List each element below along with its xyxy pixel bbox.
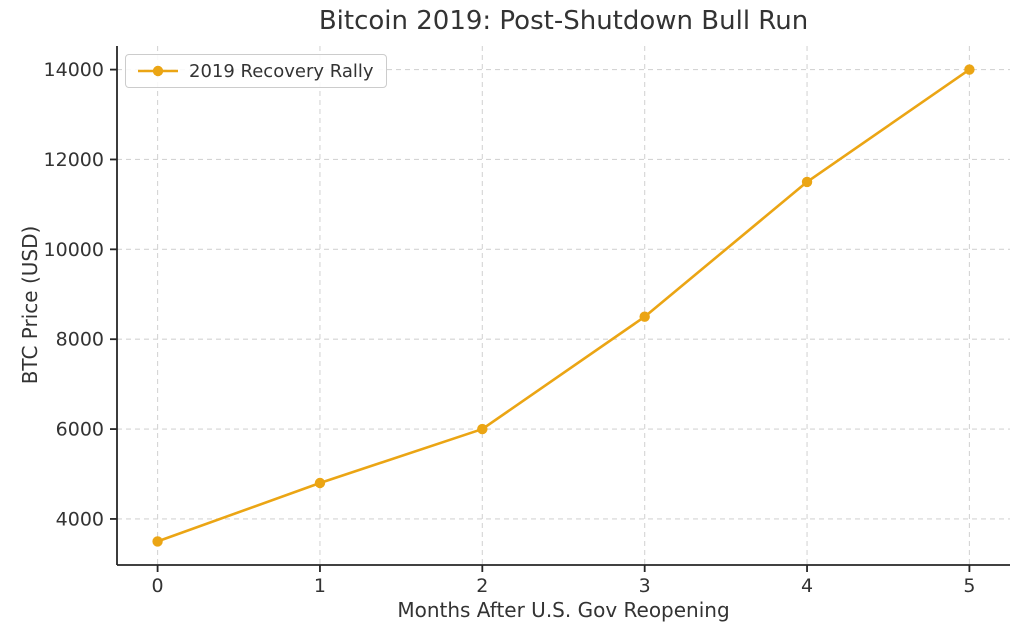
legend-box: 2019 Recovery Rally xyxy=(125,54,387,88)
y-tick-label: 14000 xyxy=(44,59,104,81)
data-series xyxy=(152,64,975,547)
y-tick-label: 8000 xyxy=(56,329,104,351)
data-point-marker xyxy=(964,64,975,75)
x-tick-label: 5 xyxy=(963,575,975,597)
data-point-marker xyxy=(639,311,650,322)
tick-marks xyxy=(110,68,971,572)
series-line xyxy=(156,68,971,543)
data-point-marker xyxy=(152,536,163,547)
y-tick-label: 10000 xyxy=(44,239,104,261)
x-axis-label: Months After U.S. Gov Reopening xyxy=(397,598,730,622)
grid-layer xyxy=(117,46,1010,565)
y-tick-label: 6000 xyxy=(56,419,104,441)
x-tick-label: 2 xyxy=(476,575,488,597)
x-tick-label: 3 xyxy=(639,575,651,597)
data-point-marker xyxy=(314,477,326,489)
chart-title: Bitcoin 2019: Post-Shutdown Bull Run xyxy=(318,6,809,36)
tick-labels: 4000 6000 8000 10000 12000 14000 0 1 2 3 4 5 xyxy=(44,59,976,597)
data-point-marker xyxy=(801,176,813,188)
x-tick-label: 4 xyxy=(801,575,813,597)
legend-series-label: 2019 Recovery Rally xyxy=(189,60,374,82)
axes-spines xyxy=(116,46,1010,566)
data-point-marker xyxy=(477,423,488,435)
x-tick-label: 1 xyxy=(314,575,326,597)
y-axis-label: BTC Price (USD) xyxy=(18,225,42,385)
legend-line-marker-icon xyxy=(138,65,178,77)
x-tick-label: 0 xyxy=(152,575,164,597)
y-tick-label: 4000 xyxy=(56,508,104,530)
y-tick-label: 12000 xyxy=(44,149,104,171)
